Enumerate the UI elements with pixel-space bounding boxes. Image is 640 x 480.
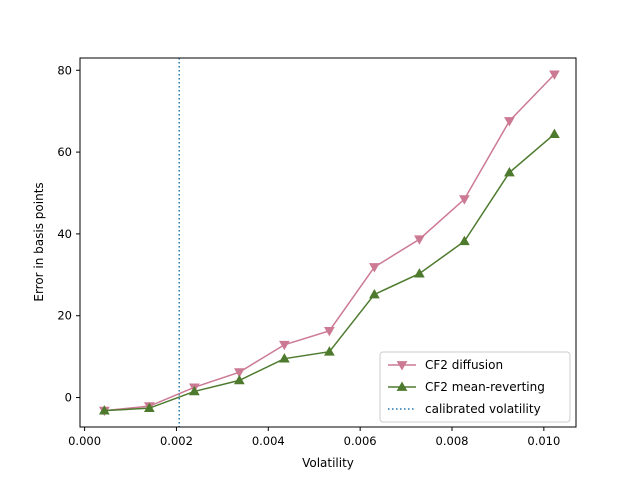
y-tick-label: 0	[65, 391, 72, 405]
data-point	[504, 167, 515, 177]
data-point	[414, 268, 425, 278]
legend-label: CF2 mean-reverting	[425, 380, 545, 394]
data-point	[414, 235, 425, 245]
y-tick-label: 40	[57, 227, 72, 241]
legend-marker	[396, 381, 408, 391]
data-point	[234, 374, 245, 385]
data-point	[549, 70, 560, 80]
data-point	[549, 128, 560, 138]
data-point	[324, 326, 335, 337]
legend-label: CF2 diffusion	[425, 358, 503, 372]
x-tick-label: 0.002	[160, 434, 193, 448]
x-tick-label: 0.004	[252, 434, 285, 448]
y-tick-label: 80	[57, 63, 72, 77]
x-tick-label: 0.010	[527, 434, 560, 448]
y-axis-label: Error in basis points	[32, 182, 46, 301]
x-tick-label: 0.006	[344, 434, 377, 448]
legend-label: calibrated volatility	[425, 402, 541, 416]
legend-marker	[396, 361, 408, 371]
data-point	[279, 353, 290, 363]
data-point	[98, 405, 110, 415]
data-point	[459, 195, 470, 205]
axis-ticks: 0.000 0.002 0.004 0.006 0.008 0.010 0 20 40 60 80	[57, 63, 560, 448]
data-point	[279, 340, 290, 351]
legend-box	[379, 351, 571, 423]
x-tick-label: 0.008	[436, 434, 469, 448]
data-point	[234, 368, 245, 378]
data-point	[504, 117, 515, 127]
axes-frame	[79, 57, 577, 428]
plot-area	[98, 58, 560, 427]
x-tick-label: 0.000	[68, 434, 101, 448]
x-axis-label: Volatility	[302, 456, 354, 470]
data-point	[324, 346, 335, 356]
y-tick-label: 60	[57, 145, 72, 159]
y-tick-label: 20	[57, 309, 72, 323]
data-point	[369, 288, 380, 299]
data-point	[143, 402, 155, 413]
data-point	[459, 235, 470, 246]
data-point	[369, 263, 380, 273]
legend: CF2 diffusion CF2 mean-reverting calibrate…	[379, 351, 571, 423]
data-point	[188, 385, 200, 396]
